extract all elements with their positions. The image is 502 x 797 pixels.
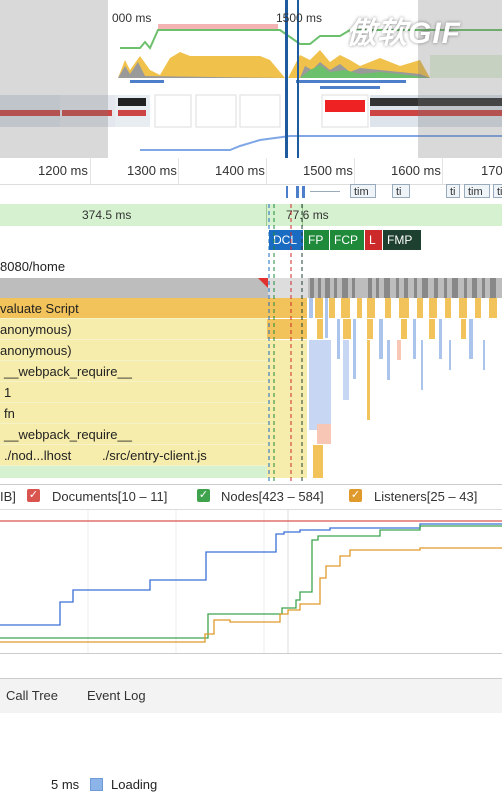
nodes-checkbox[interactable]: ✓ [197, 489, 210, 502]
timeline-overview[interactable]: 000 ms 1500 ms 傲软GIF [0, 0, 502, 159]
fmp-marker[interactable]: FMP [383, 230, 421, 250]
ruler-tick: 1300 ms [127, 163, 177, 178]
ruler-tick: 1500 ms [303, 163, 353, 178]
overview-unselected-left [0, 0, 108, 158]
frame-duration: 77.6 ms [286, 208, 329, 222]
summary-value: 5 ms [51, 777, 80, 792]
timing-markers: DCL FP FCP L FMP [0, 228, 502, 252]
main-thread-title: 8080/home [0, 259, 66, 274]
overview-unselected-right [418, 0, 502, 158]
watermark-logo: 傲软GIF [346, 17, 461, 50]
flame-detail-bars [267, 298, 497, 478]
summary-panel: 5 ms Loading [0, 713, 502, 797]
main-thread-header[interactable]: 8080/home [0, 254, 502, 279]
frames-track[interactable]: 374.5 ms 77.6 ms [0, 204, 502, 226]
network-request[interactable]: tim [464, 184, 490, 198]
marker-lines [268, 204, 303, 482]
ruler-tick: 1200 ms [38, 163, 88, 178]
network-request[interactable]: ti [392, 184, 410, 198]
details-tabs: Call Tree Event Log [0, 678, 502, 714]
nodes-label: Nodes[423 – 584] [221, 489, 324, 504]
listeners-label: Listeners[25 – 43] [374, 489, 478, 504]
flame-label: ./nod...lhost [4, 448, 72, 463]
documents-label: Documents[10 – 11] [52, 489, 168, 504]
network-track[interactable]: tim ti ti tim ti [0, 184, 502, 204]
flame-label: __webpack_require__ [4, 427, 132, 442]
tab-event-log[interactable]: Event Log [87, 688, 146, 703]
flame-module[interactable]: ./nod...lhost ./src/entry-client.js [0, 445, 267, 466]
ruler-tick: 170 [481, 163, 502, 178]
listeners-checkbox[interactable]: ✓ [349, 489, 362, 502]
overview-graph [0, 0, 502, 158]
tab-call-tree[interactable]: Call Tree [6, 688, 59, 703]
ruler-tick: 1400 ms [215, 163, 265, 178]
fcp-marker[interactable]: FCP [330, 230, 364, 250]
counters-graph[interactable] [0, 510, 502, 654]
counters-legend: IB] ✓ Documents[10 – 11] ✓ Nodes[423 – 5… [0, 484, 502, 510]
flame-fn-1[interactable]: 1 [0, 382, 267, 403]
flame-label: ./src/entry-client.js [102, 448, 207, 463]
flame-webpack-require[interactable]: __webpack_require__ [0, 424, 267, 445]
network-request[interactable]: tim [350, 184, 376, 198]
flame-label: anonymous) [0, 322, 72, 337]
overview-tick: 000 ms [112, 11, 152, 25]
loading-swatch [90, 778, 103, 791]
flame-row-partial [0, 466, 267, 478]
flame-chart-detail[interactable] [267, 298, 502, 478]
documents-checkbox[interactable]: ✓ [27, 489, 40, 502]
network-request[interactable]: ti [493, 184, 502, 198]
flame-fn[interactable]: fn [0, 403, 267, 424]
flame-label: anonymous) [0, 343, 72, 358]
flame-anonymous[interactable]: anonymous) [0, 340, 267, 361]
time-ruler: 1200 ms 1300 ms 1400 ms 1500 ms 1600 ms … [0, 158, 502, 185]
task-bars [258, 278, 496, 298]
flame-evaluate-script[interactable]: valuate Script [0, 298, 267, 319]
flame-anonymous[interactable]: anonymous) [0, 319, 267, 340]
summary-category: Loading [111, 777, 158, 792]
task-row[interactable] [0, 278, 502, 298]
frame-duration: 374.5 ms [82, 208, 132, 222]
load-marker[interactable]: L [365, 230, 382, 250]
counter-lines [0, 510, 502, 653]
ruler-tick: 1600 ms [391, 163, 441, 178]
network-request[interactable]: ti [446, 184, 460, 198]
flame-label: fn [4, 406, 15, 421]
flame-label: __webpack_require__ [4, 364, 132, 379]
flame-label: valuate Script [0, 301, 79, 316]
flame-label: 1 [4, 385, 12, 400]
fp-marker[interactable]: FP [304, 230, 329, 250]
legend-heap-label: IB] [0, 489, 16, 504]
dcl-marker[interactable]: DCL [269, 230, 303, 250]
flame-webpack-require[interactable]: __webpack_require__ [0, 361, 267, 382]
overview-tick: 1500 ms [276, 11, 323, 25]
